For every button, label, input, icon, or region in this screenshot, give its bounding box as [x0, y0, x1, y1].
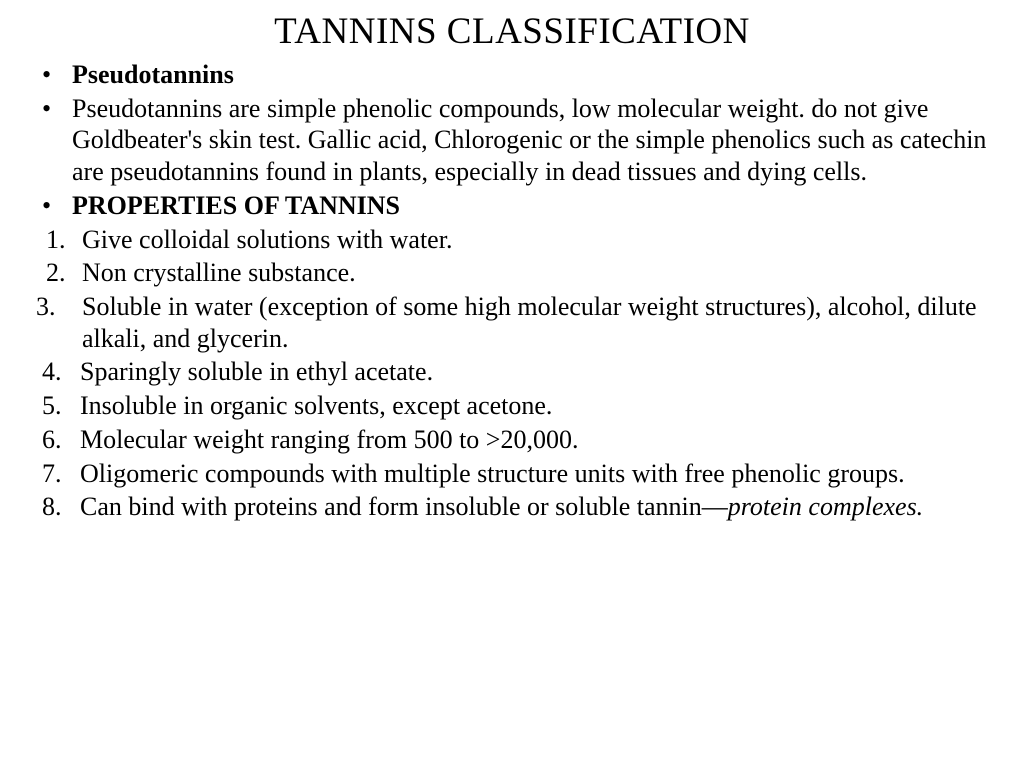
- bullet-marker: •: [30, 93, 72, 188]
- list-number: 5.: [42, 390, 80, 422]
- list-text: Insoluble in organic solvents, except ac…: [80, 390, 994, 422]
- list-item: 7. Oligomeric compounds with multiple st…: [30, 458, 994, 490]
- slide-body: • Pseudotannins • Pseudotannins are simp…: [30, 59, 994, 523]
- list-number: 8.: [42, 491, 80, 523]
- list-text: Molecular weight ranging from 500 to >20…: [80, 424, 994, 456]
- list-text-part: Can bind with proteins and form insolubl…: [80, 492, 728, 521]
- bullet-item: • Pseudotannins: [30, 59, 994, 91]
- list-number: 7.: [42, 458, 80, 490]
- list-text: Soluble in water (exception of some high…: [82, 291, 994, 354]
- list-item: 8. Can bind with proteins and form insol…: [30, 491, 994, 523]
- list-number: 4.: [42, 356, 80, 388]
- list-number: 1.: [30, 224, 82, 256]
- list-text: Non crystalline substance.: [82, 257, 994, 289]
- list-text: Oligomeric compounds with multiple struc…: [80, 458, 994, 490]
- list-item: 6. Molecular weight ranging from 500 to …: [30, 424, 994, 456]
- list-text: Give colloidal solutions with water.: [82, 224, 994, 256]
- list-item: 5. Insoluble in organic solvents, except…: [30, 390, 994, 422]
- list-number: 3.: [30, 291, 82, 354]
- list-item: 2. Non crystalline substance.: [30, 257, 994, 289]
- list-text-italic: protein complexes.: [728, 492, 923, 521]
- bullet-marker: •: [30, 59, 72, 91]
- bullet-item: • PROPERTIES OF TANNINS: [30, 190, 994, 222]
- bullet-text: PROPERTIES OF TANNINS: [72, 190, 994, 222]
- list-text: Sparingly soluble in ethyl acetate.: [80, 356, 994, 388]
- slide-title: TANNINS CLASSIFICATION: [30, 10, 994, 53]
- list-number: 2.: [30, 257, 82, 289]
- bullet-text: Pseudotannins are simple phenolic compou…: [72, 93, 994, 188]
- list-item: 4. Sparingly soluble in ethyl acetate.: [30, 356, 994, 388]
- bullet-text: Pseudotannins: [72, 59, 994, 91]
- bullet-marker: •: [30, 190, 72, 222]
- list-text: Can bind with proteins and form insolubl…: [80, 491, 994, 523]
- list-number: 6.: [42, 424, 80, 456]
- bullet-item: • Pseudotannins are simple phenolic comp…: [30, 93, 994, 188]
- list-item: 1. Give colloidal solutions with water.: [30, 224, 994, 256]
- list-item: 3. Soluble in water (exception of some h…: [30, 291, 994, 354]
